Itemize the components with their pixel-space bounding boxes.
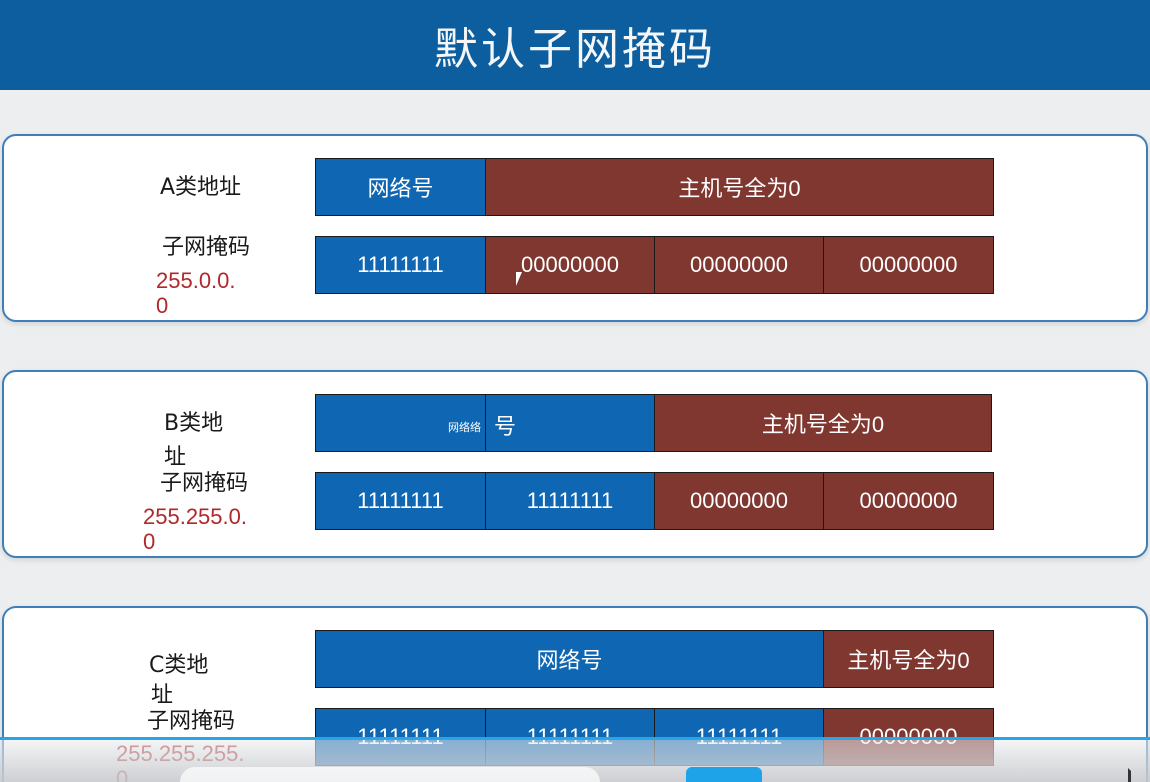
class-a-octet-3: 00000000 [654, 236, 824, 294]
title-bar: 默认子网掩码 [0, 0, 1150, 90]
class-b-mask-value: 255.255.0. 0 [143, 504, 247, 554]
class-b-octet-2: 11111111 [485, 472, 655, 530]
class-b-network-small-text: 网络络 [448, 422, 481, 434]
class-a-label: A类地址 [160, 175, 242, 200]
page-title: 默认子网掩码 [434, 24, 716, 75]
class-a-octet-1: 11111111 [315, 236, 486, 294]
video-control-bar [0, 740, 1150, 782]
class-b-octet-4: 00000000 [823, 472, 994, 530]
class-b-network-text: 号 [494, 414, 517, 439]
class-b-label-line1: B类地 [164, 411, 224, 436]
class-a-octet-4: 00000000 [823, 236, 994, 294]
send-comment-button[interactable] [686, 767, 762, 782]
comment-input[interactable] [180, 767, 600, 782]
class-a-mask-value: 255.0.0. 0 [156, 268, 236, 318]
class-b-mask-value-line1: 255.255.0. [143, 504, 247, 529]
video-progress-bar[interactable] [0, 737, 1150, 740]
class-a-card: A类地址 子网掩码 255.0.0. 0 网络号 主机号全为0 11111111… [2, 134, 1148, 322]
class-a-host-segment: 主机号全为0 [485, 158, 994, 216]
class-a-mask-value-line1: 255.0.0. [156, 268, 236, 293]
class-b-octet-1: 11111111 [315, 472, 486, 530]
class-c-label-line1: C类地 [149, 653, 209, 678]
mouse-cursor-icon [516, 272, 522, 286]
class-c-network-segment: 网络号 [315, 630, 824, 688]
class-b-mask-value-line2: 0 [143, 529, 156, 554]
class-a-mask-label: 子网掩码 [162, 235, 251, 260]
class-c-host-segment: 主机号全为0 [823, 630, 994, 688]
class-b-label-line2: 址 [164, 445, 187, 470]
class-b-network-segment: 网络络 号 [315, 394, 655, 452]
volume-icon[interactable] [1128, 768, 1142, 782]
class-b-octet-3: 00000000 [654, 472, 824, 530]
class-b-host-segment: 主机号全为0 [654, 394, 992, 452]
class-c-label-line2: 址 [151, 683, 174, 708]
class-a-mask-value-line2: 0 [156, 293, 169, 318]
class-b-card: B类地 址 子网掩码 255.255.0. 0 网络络 号 主机号全为0 111… [2, 370, 1148, 558]
class-b-network-divider [485, 395, 486, 451]
class-a-network-segment: 网络号 [315, 158, 486, 216]
class-c-mask-label: 子网掩码 [147, 709, 236, 734]
class-a-octet-2: 00000000 [485, 236, 655, 294]
class-b-mask-label: 子网掩码 [160, 471, 249, 496]
